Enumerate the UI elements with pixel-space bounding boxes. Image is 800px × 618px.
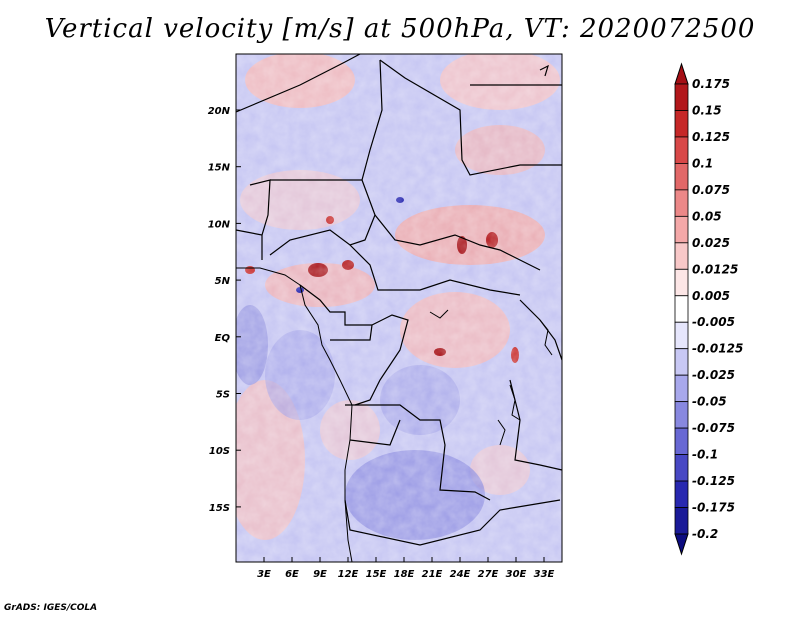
colorbar-label: -0.175 [692, 501, 735, 515]
colorbar-segment [674, 295, 689, 323]
colorbar-label: 0.175 [692, 77, 730, 91]
lat-tick-label: 15S [209, 503, 230, 514]
colorbar-label: -0.025 [692, 368, 735, 382]
colorbar-label: -0.075 [692, 421, 735, 435]
colorbar-label: 0.05 [692, 209, 722, 223]
colorbar: 0.175 0.15 0.125 0.1 0.075 0.05 0.025 0.0125 0.0… [674, 62, 743, 556]
colorbar-segment [674, 321, 689, 350]
map-frame [235, 53, 563, 563]
colorbar-segment [674, 268, 689, 297]
lon-tick-label: 9E [313, 569, 327, 580]
colorbar-label: -0.005 [692, 315, 735, 329]
colorbar-segment [674, 215, 689, 244]
grads-credit: GrADS: IGES/COLA [4, 603, 98, 613]
colorbar-label: -0.0125 [692, 342, 743, 356]
colorbar-label: 0.005 [692, 289, 730, 303]
colorbar-label: -0.125 [692, 474, 735, 488]
colorbar-label: 0.15 [692, 103, 722, 117]
coastline [236, 267, 553, 563]
colorbar-segment [674, 454, 689, 482]
colorbar-label: -0.05 [692, 395, 727, 409]
chart-title: Vertical velocity [m/s] at 500hPa, VT: 2… [44, 14, 756, 44]
lon-tick-label: 12E [338, 569, 359, 580]
colorbar-label: 0.025 [692, 236, 730, 250]
colorbar-label: -0.2 [692, 527, 718, 541]
colorbar-segment [674, 480, 689, 508]
lon-tick-label: 21E [422, 569, 443, 580]
colorbar-segment [674, 507, 689, 535]
colorbar-segment [674, 242, 689, 270]
lat-tick-label: 5S [216, 390, 230, 401]
lon-tick-label: 3E [257, 569, 271, 580]
lat-tick-label: 5N [215, 276, 231, 287]
colorbar-label: 0.075 [692, 183, 730, 197]
longitude-axis: 3E 6E 9E 12E 15E 18E 21E 24E 27E 30E 33E [257, 557, 555, 580]
colorbar-segment [674, 83, 689, 111]
colorbar-label: -0.1 [692, 448, 718, 462]
colorbar-top-arrow [674, 62, 689, 85]
lat-tick-label: 15N [208, 163, 231, 174]
colorbar-segment [674, 163, 689, 191]
colorbar-label: 0.1 [692, 156, 713, 170]
lat-tick-label: 20N [208, 106, 231, 117]
colorbar-label: 0.0125 [692, 262, 738, 276]
lat-tick-label: 10S [209, 446, 230, 457]
colorbar-label: 0.125 [692, 130, 730, 144]
colorbar-bottom-arrow [674, 533, 689, 556]
lon-tick-label: 6E [285, 569, 299, 580]
vertical-velocity-field [236, 54, 562, 562]
colorbar-segment [674, 189, 689, 217]
lon-tick-label: 18E [394, 569, 415, 580]
colorbar-segment [674, 110, 689, 138]
colorbar-segment [674, 374, 689, 403]
latitude-axis: 20N 15N 10N 5N EQ 5S 10S 15S [208, 106, 241, 514]
lon-tick-label: 24E [450, 569, 471, 580]
colorbar-segment [674, 348, 689, 376]
colorbar-segment [674, 136, 689, 164]
lat-tick-label: 10N [208, 219, 231, 230]
colorbar-segment [674, 427, 689, 455]
lat-tick-label: EQ [215, 333, 231, 344]
colorbar-segment [674, 401, 689, 429]
lon-tick-label: 30E [506, 569, 527, 580]
lon-tick-label: 15E [366, 569, 387, 580]
lon-tick-label: 27E [478, 569, 499, 580]
country-borders [235, 53, 563, 546]
lon-tick-label: 33E [534, 569, 555, 580]
